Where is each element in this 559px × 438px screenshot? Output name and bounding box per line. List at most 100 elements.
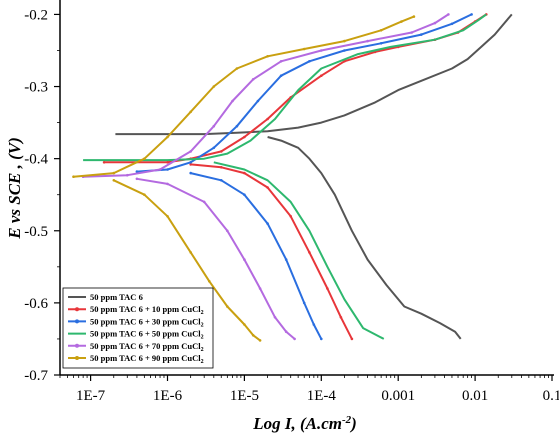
series-1-anodic-point-4 bbox=[243, 135, 246, 139]
series-5-anodic-point-5 bbox=[212, 85, 216, 88]
legend-label-5: 50 ppm TAC 6 + 90 ppm CuCl2 bbox=[90, 353, 204, 365]
x-tick-label-5: 0.01 bbox=[462, 388, 488, 404]
series-4-anodic-point-6 bbox=[251, 78, 255, 81]
series-2-anodic-point-0 bbox=[135, 170, 139, 173]
series-2-anodic-point-4 bbox=[235, 124, 239, 128]
series-5-cathodic-point-0 bbox=[112, 179, 116, 182]
series-1-cathodic-point-5 bbox=[308, 251, 311, 254]
x-axis-title-main: Log I, (A.cm bbox=[252, 414, 342, 433]
series-5-anodic-point-1 bbox=[112, 171, 116, 175]
legend-label-4-subscript: 2 bbox=[201, 347, 204, 353]
series-4-anodic-point-11 bbox=[433, 21, 437, 25]
series-1-cathodic-point-7 bbox=[339, 316, 343, 319]
legend-label-4: 50 ppm TAC 6 + 70 ppm CuCl2 bbox=[90, 341, 204, 353]
x-tick-label-4: 0.001 bbox=[381, 388, 415, 404]
series-2-cathodic-point-3 bbox=[266, 222, 269, 225]
series-1-cathodic-point-2 bbox=[243, 171, 246, 175]
legend-marker-4 bbox=[75, 343, 79, 348]
series-5-anodic-point-12 bbox=[412, 15, 416, 18]
series-4-cathodic-point-2 bbox=[202, 200, 206, 204]
series-2-anodic-point-7 bbox=[308, 60, 311, 63]
series-4-anodic-point-7 bbox=[279, 60, 283, 63]
x-tick-label-6: 0.1 bbox=[543, 388, 559, 404]
series-2-anodic-point-9 bbox=[379, 42, 383, 45]
series-2-anodic-point-11 bbox=[450, 22, 454, 26]
series-2-cathodic-point-2 bbox=[243, 193, 246, 196]
series-1-anodic-point-3 bbox=[220, 150, 223, 153]
legend-marker-5 bbox=[75, 356, 79, 360]
series-1-anodic-point-1 bbox=[166, 161, 169, 164]
legend-label-2-main: 50 ppm TAC 6 + 30 ppm CuCl bbox=[90, 316, 201, 326]
series-1-cathodic-point-3 bbox=[266, 186, 269, 189]
series-4-anodic-point-8 bbox=[320, 49, 323, 52]
x-tick-label-1: 1E-6 bbox=[153, 388, 183, 404]
series-5-cathodic-point-7 bbox=[251, 334, 255, 337]
series-4-anodic-point-4 bbox=[212, 124, 216, 128]
legend-label-0-main: 50 ppm TAC 6 bbox=[90, 292, 143, 302]
y-tick-label-3: -0.5 bbox=[24, 224, 48, 240]
series-4-cathodic-point-5 bbox=[258, 287, 262, 290]
series-4-anodic-point-9 bbox=[366, 39, 369, 43]
series-5-anodic-point-11 bbox=[400, 20, 403, 23]
series-2-cathodic-point-5 bbox=[302, 301, 306, 305]
series-1-cathodic-point-0 bbox=[189, 163, 192, 166]
series-2-anodic-point-5 bbox=[256, 99, 260, 103]
legend-label-1-subscript: 2 bbox=[201, 310, 204, 316]
series-5-anodic-point-2 bbox=[143, 157, 146, 160]
series-1-anodic-line bbox=[104, 13, 487, 164]
x-tick-label-0: 1E-7 bbox=[76, 388, 106, 404]
series-0-anodic-line bbox=[115, 13, 513, 136]
series-2-anodic-point-6 bbox=[279, 74, 283, 77]
legend-label-5-main: 50 ppm TAC 6 + 90 ppm CuCl bbox=[90, 353, 201, 363]
series-4-anodic-point-5 bbox=[231, 99, 234, 103]
series-2-cathodic-line bbox=[190, 172, 323, 340]
legend-marker-1 bbox=[75, 307, 79, 312]
series-5-anodic-point-4 bbox=[189, 110, 192, 114]
series-2-anodic-point-12 bbox=[470, 13, 473, 16]
series-5-cathodic-point-8 bbox=[258, 339, 262, 342]
series-4-anodic-point-12 bbox=[447, 13, 450, 16]
series-4-cathodic-point-1 bbox=[166, 182, 169, 186]
series-5-cathodic-point-3 bbox=[189, 251, 192, 254]
x-axis-title-superscript: -2 bbox=[342, 414, 352, 426]
series-4-anodic-point-2 bbox=[158, 168, 162, 171]
legend-label-2: 50 ppm TAC 6 + 30 ppm CuCl2 bbox=[90, 316, 204, 328]
series-2-cathodic-point-0 bbox=[189, 171, 192, 175]
y-tick-label-1: -0.3 bbox=[24, 80, 48, 96]
series-layer bbox=[72, 13, 513, 342]
series-5-anodic-point-9 bbox=[343, 39, 346, 43]
y-tick-label-4: -0.6 bbox=[24, 296, 48, 312]
series-1-cathodic-point-8 bbox=[350, 337, 354, 341]
series-5-anodic-point-10 bbox=[379, 29, 383, 32]
series-5-anodic-point-3 bbox=[166, 135, 169, 139]
series-2-cathodic-point-4 bbox=[284, 258, 288, 261]
legend-label-4-main: 50 ppm TAC 6 + 70 ppm CuCl bbox=[90, 341, 201, 351]
legend-label-0: 50 ppm TAC 6 bbox=[90, 292, 143, 302]
legend-label-3: 50 ppm TAC 6 + 50 ppm CuCl2 bbox=[90, 329, 204, 341]
legend-label-3-main: 50 ppm TAC 6 + 50 ppm CuCl bbox=[90, 329, 201, 339]
series-1-cathodic-line bbox=[190, 163, 353, 340]
series-2-cathodic-point-6 bbox=[312, 323, 316, 326]
x-ticks: 1E-7 1E-6 1E-5 1E-4 0.001 0.01 0.1 bbox=[59, 375, 559, 404]
series-2-anodic-point-2 bbox=[189, 161, 192, 164]
series-4 bbox=[81, 13, 450, 341]
series-4-anodic-point-1 bbox=[126, 173, 129, 177]
x-axis-title: Log I, (A.cm-2) bbox=[252, 414, 357, 433]
legend-label-5-subscript: 2 bbox=[201, 359, 204, 365]
x-tick-label-2: 1E-5 bbox=[230, 388, 259, 404]
series-2-cathodic-point-1 bbox=[220, 179, 223, 182]
series-5-cathodic-point-6 bbox=[243, 323, 246, 326]
series-5-anodic-point-8 bbox=[302, 47, 306, 51]
series-5 bbox=[72, 15, 416, 342]
series-2-anodic-point-10 bbox=[420, 33, 423, 36]
series-2-cathodic-point-7 bbox=[320, 337, 323, 341]
series-1-anodic-point-0 bbox=[102, 161, 106, 164]
y-tick-label-0: -0.2 bbox=[24, 7, 48, 23]
legend-label-2-subscript: 2 bbox=[201, 322, 204, 328]
series-4-cathodic-point-8 bbox=[293, 337, 296, 341]
legend-box bbox=[62, 287, 214, 369]
series-4-cathodic-point-7 bbox=[284, 330, 288, 334]
series-3-cathodic-line bbox=[213, 161, 385, 340]
series-2 bbox=[135, 13, 473, 341]
series-1-cathodic-point-4 bbox=[289, 215, 293, 218]
